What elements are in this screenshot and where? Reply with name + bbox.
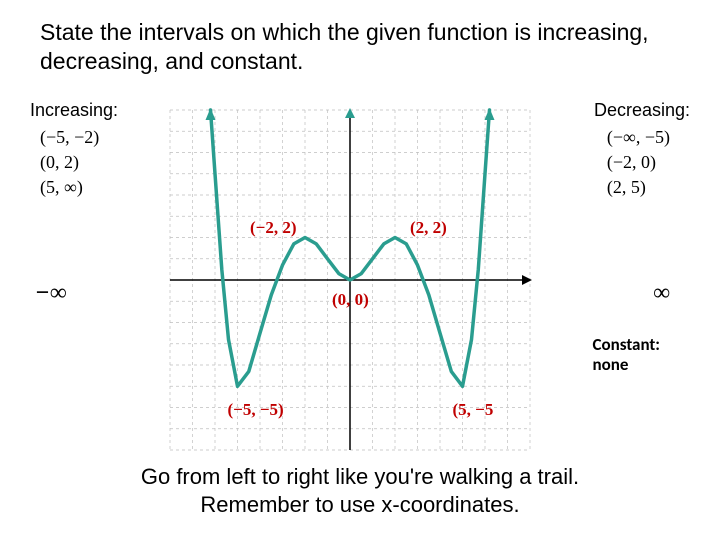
decreasing-interval-2: (2, 5): [607, 175, 670, 200]
instruction-footer: Go from left to right like you're walkin…: [0, 463, 720, 520]
chart-point-label: (2, 2): [410, 218, 447, 238]
chart-point-label: (0, 0): [332, 290, 369, 310]
constant-label: Constant:: [592, 335, 660, 355]
chart-point-label: (−5, −5): [228, 400, 284, 420]
increasing-label: Increasing:: [30, 100, 118, 121]
constant-block: Constant: none: [592, 335, 660, 376]
constant-value: none: [592, 355, 660, 375]
chart-point-label: (−2, 2): [250, 218, 297, 238]
decreasing-label: Decreasing:: [594, 100, 690, 121]
negative-infinity: −∞: [35, 280, 67, 307]
question-title: State the intervals on which the given f…: [40, 18, 690, 76]
increasing-intervals: (−5, −2) (0, 2) (5, ∞): [40, 125, 99, 201]
increasing-interval-1: (0, 2): [40, 150, 99, 175]
function-chart: (−2, 2) (2, 2) (0, 0) (−5, −5) (5, −5: [140, 100, 560, 470]
decreasing-interval-1: (−2, 0): [607, 150, 670, 175]
increasing-interval-0: (−5, −2): [40, 125, 99, 150]
decreasing-interval-0: (−∞, −5): [607, 125, 670, 150]
chart-point-label: (5, −5: [453, 400, 494, 420]
positive-infinity: ∞: [653, 280, 670, 307]
decreasing-intervals: (−∞, −5) (−2, 0) (2, 5): [607, 125, 670, 201]
increasing-interval-2: (5, ∞): [40, 175, 99, 200]
footer-line-2: Remember to use x-coordinates.: [0, 491, 720, 520]
footer-line-1: Go from left to right like you're walkin…: [0, 463, 720, 492]
